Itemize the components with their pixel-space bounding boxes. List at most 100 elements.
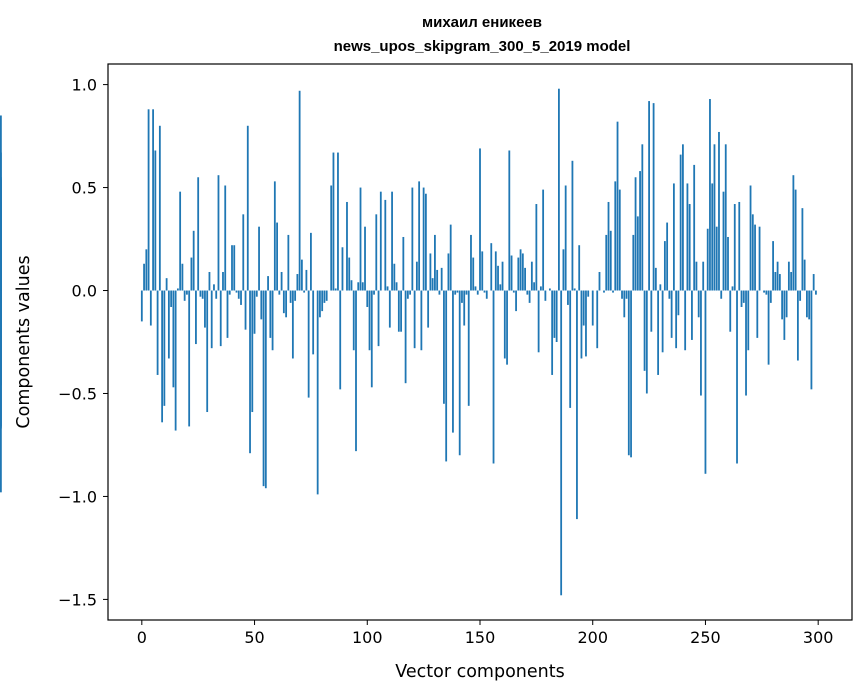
bar-84 <box>330 185 333 291</box>
bar-269 <box>747 290 750 351</box>
bar-278 <box>767 290 770 365</box>
bar-223 <box>643 290 646 371</box>
bar-51 <box>255 290 258 297</box>
bar-126 <box>424 193 427 291</box>
bar-64 <box>285 290 288 318</box>
bar-279 <box>769 290 772 303</box>
bar-200 <box>591 290 594 326</box>
bar-65 <box>287 234 290 291</box>
bar-58 <box>271 290 274 351</box>
bar-123 <box>418 181 421 291</box>
bar-82 <box>325 290 328 301</box>
bar-255 <box>715 226 718 291</box>
bar-299 <box>815 290 817 295</box>
bar-85 <box>332 152 335 291</box>
bar-44 <box>240 290 242 305</box>
bar-210 <box>614 181 617 291</box>
bar-26 <box>199 290 202 297</box>
bar-7 <box>156 290 159 375</box>
x-tick-label: 50 <box>244 628 264 647</box>
bar-6 <box>154 150 157 291</box>
bar-39 <box>228 290 231 295</box>
bar-192 <box>573 288 576 291</box>
bar-246 <box>695 261 698 291</box>
bar-191 <box>571 160 574 291</box>
bar-263 <box>733 204 736 291</box>
bar-242 <box>686 183 689 291</box>
y-tick-label: 0.5 <box>72 179 97 198</box>
bar-160 <box>501 261 504 291</box>
bar-283 <box>778 274 781 291</box>
bar-70 <box>298 90 301 291</box>
bar-141 <box>458 290 461 456</box>
bar-292 <box>799 290 802 301</box>
bar-143 <box>463 290 466 326</box>
bar-24 <box>195 290 197 345</box>
bar-288 <box>790 271 793 291</box>
bar-136 <box>447 253 450 291</box>
bar-undefined <box>0 115 2 291</box>
bar-262 <box>731 286 734 291</box>
bar-139 <box>454 290 457 295</box>
x-tick-label: 300 <box>803 628 834 647</box>
bar-193 <box>576 290 578 520</box>
bar-5 <box>152 109 154 291</box>
bar-147 <box>472 257 475 291</box>
bar-145 <box>467 290 470 406</box>
bar-231 <box>661 290 664 353</box>
bar-158 <box>497 265 499 291</box>
bar-261 <box>729 290 732 332</box>
bar-34 <box>217 175 220 291</box>
bar-232 <box>663 241 666 291</box>
bar-71 <box>300 259 303 291</box>
bar-236 <box>672 183 675 291</box>
bar-32 <box>213 284 215 291</box>
bar-113 <box>395 282 398 291</box>
bar-45 <box>242 214 245 291</box>
bar-undefined <box>0 290 2 429</box>
bar-252 <box>709 99 711 291</box>
bar-101 <box>368 290 371 351</box>
bar-117 <box>404 290 407 384</box>
bar-211 <box>616 121 619 291</box>
bar-208 <box>609 230 612 291</box>
bar-264 <box>736 290 738 464</box>
bar-177 <box>539 286 542 291</box>
bar-124 <box>420 290 423 351</box>
bar-218 <box>632 234 635 291</box>
bar-296 <box>808 290 811 320</box>
bar-96 <box>357 282 360 291</box>
bar-226 <box>650 290 653 332</box>
bar-41 <box>233 245 236 291</box>
bar-251 <box>706 228 709 291</box>
bar-131 <box>436 269 439 291</box>
bar-112 <box>393 263 396 291</box>
bar-120 <box>411 187 414 291</box>
bar-256 <box>718 131 720 291</box>
bar-260 <box>727 236 729 291</box>
bar-165 <box>512 290 515 293</box>
bar-21 <box>188 290 191 427</box>
bar-16 <box>176 288 179 291</box>
bar-54 <box>262 290 265 487</box>
bar-10 <box>163 290 166 406</box>
bar-250 <box>704 290 707 474</box>
bar-47 <box>246 125 249 291</box>
bar-38 <box>226 290 229 338</box>
bar-159 <box>499 284 502 291</box>
bar-221 <box>639 171 641 291</box>
bar-286 <box>785 290 788 318</box>
y-tick-label: −1.5 <box>58 590 97 609</box>
bar-152 <box>483 290 486 293</box>
x-axis-ticks: 0 50 100 150 200 250 300 <box>137 620 834 647</box>
bar-78 <box>316 290 319 495</box>
bar-291 <box>796 290 799 361</box>
bar-245 <box>693 164 696 291</box>
bar-233 <box>666 222 669 291</box>
bar-228 <box>654 267 657 291</box>
bar-63 <box>282 290 285 314</box>
bar-195 <box>580 290 583 359</box>
bar-3 <box>147 109 150 291</box>
bar-187 <box>562 249 565 291</box>
